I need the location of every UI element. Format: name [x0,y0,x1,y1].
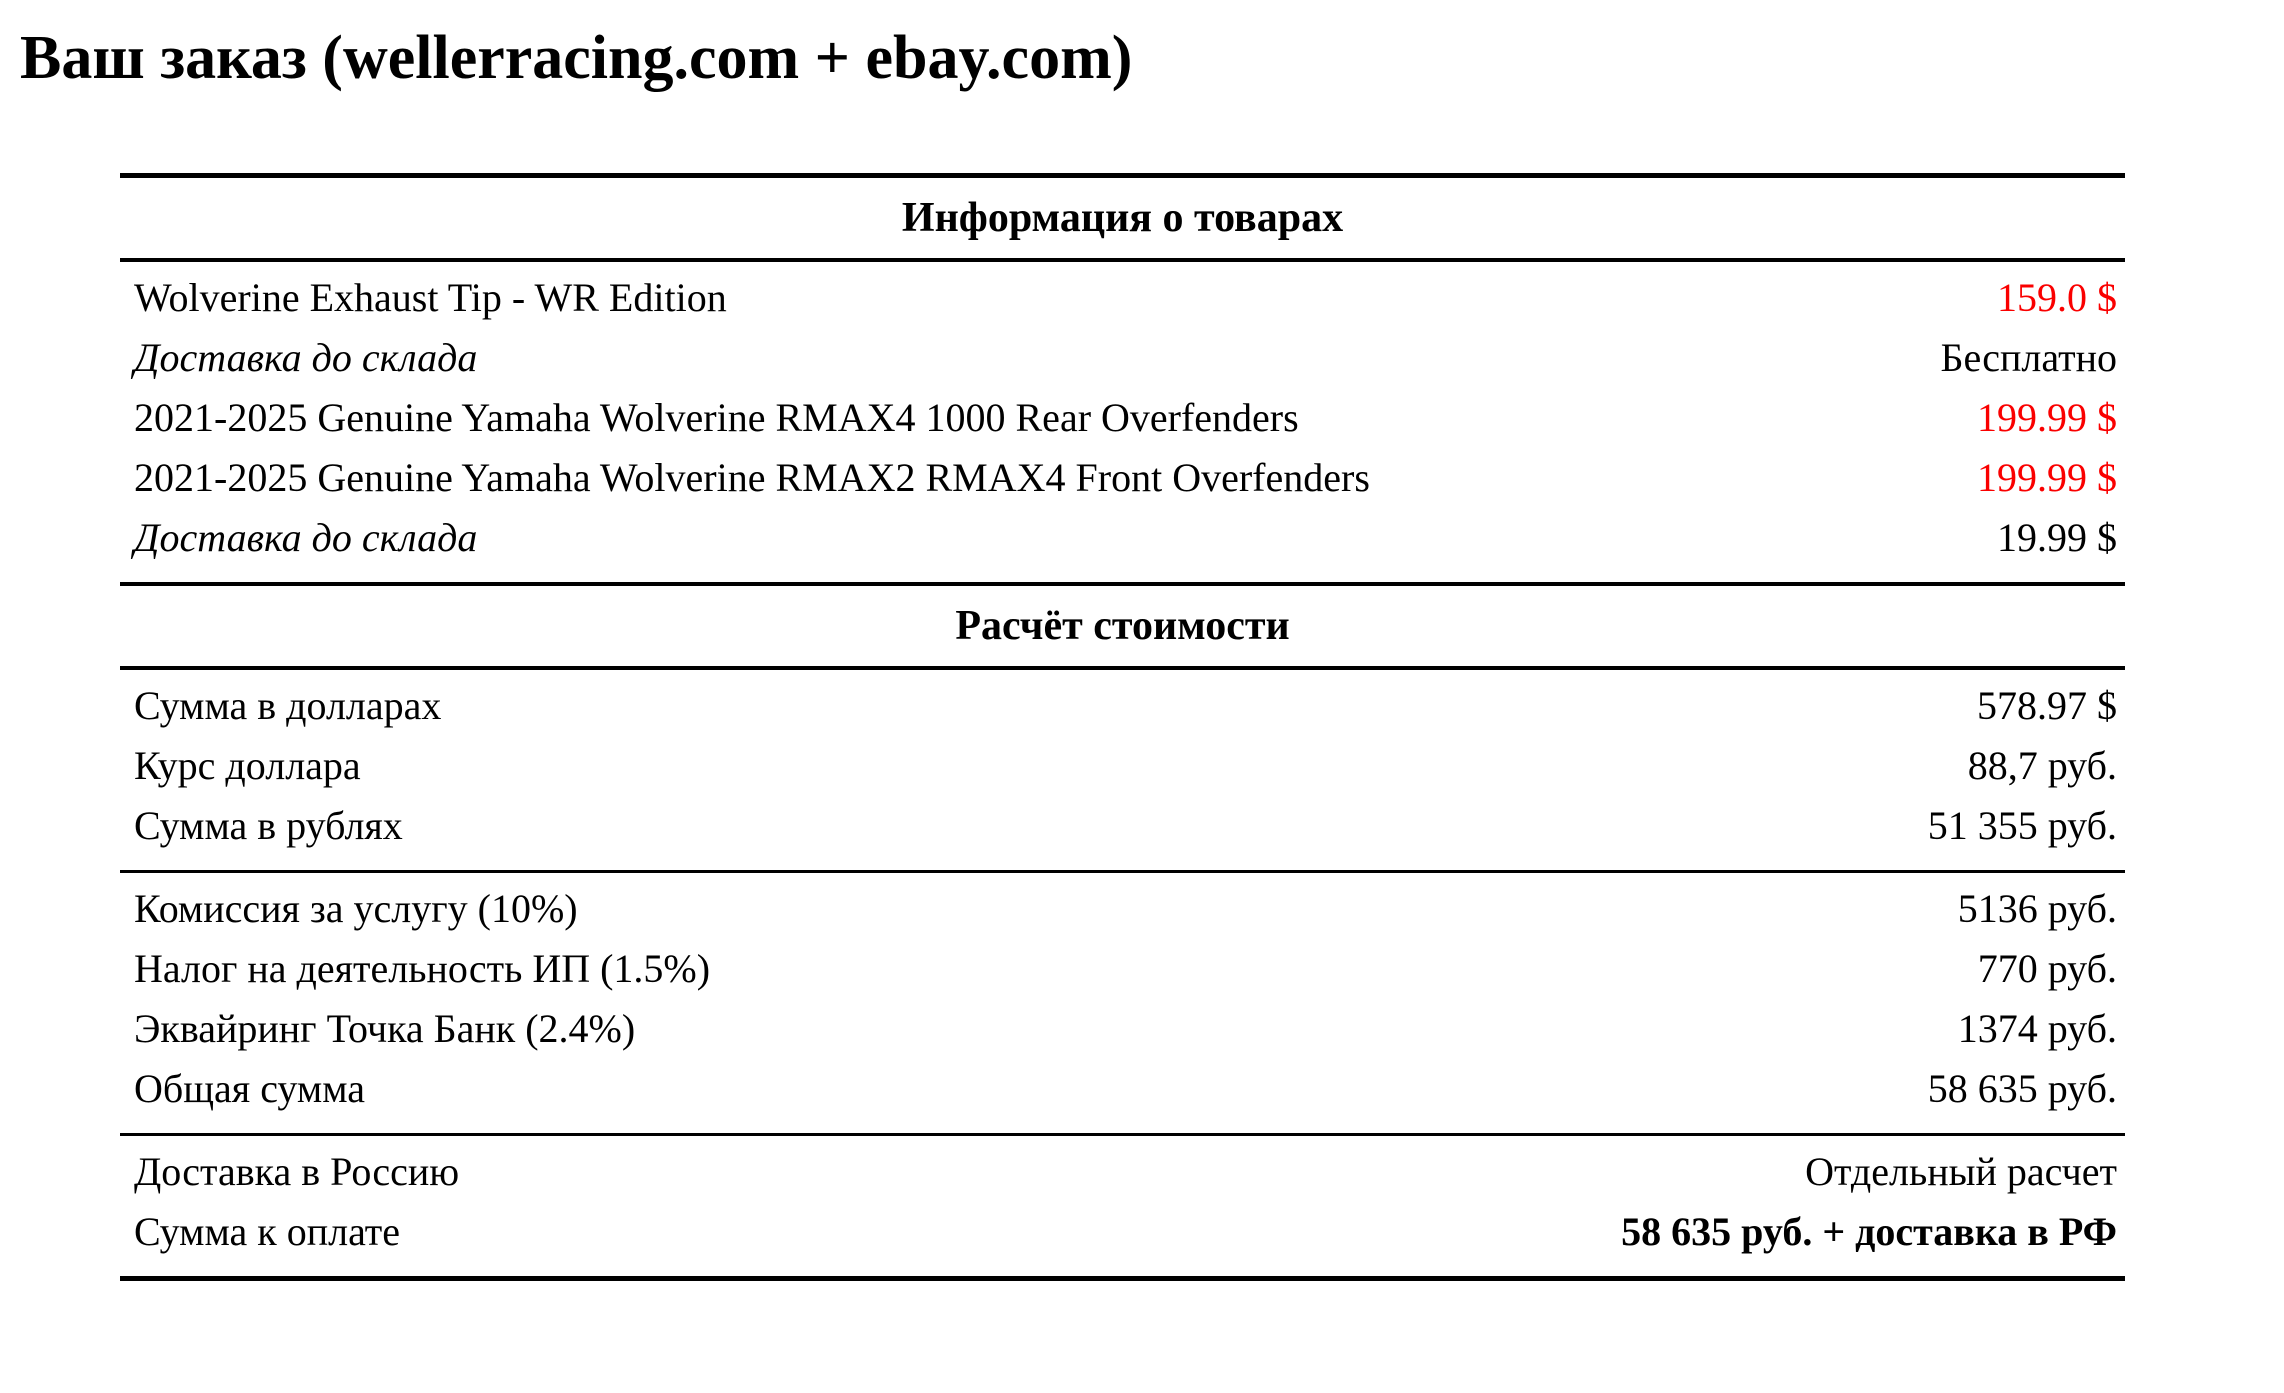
exchange-rate-value: 88,7 руб. [1967,743,2117,788]
page-title: Ваш заказ (wellerracing.com + ebay.com) [20,24,1133,92]
section-header-products: Информация о товарах [120,178,2125,262]
products-group: Wolverine Exhaust Tip - WR Edition 159.0… [120,262,2125,582]
sum-rub-value: 51 355 руб. [1927,803,2117,848]
table-row: Налог на деятельность ИП (1.5%) 770 руб. [120,939,2125,999]
table-row: Эквайринг Точка Банк (2.4%) 1374 руб. [120,999,2125,1059]
order-table: Информация о товарах Wolverine Exhaust T… [120,173,2125,1281]
shipping-to-warehouse-label: Доставка до склада [134,335,478,380]
section-cost-calculation: Расчёт стоимости Сумма в долларах 578.97… [120,582,2125,1276]
payment-group: Доставка в Россию Отдельный расчет Сумма… [120,1133,2125,1276]
sum-rub-label: Сумма в рублях [134,803,403,848]
acquiring-fee-value: 1374 руб. [1957,1006,2117,1051]
table-row: Комиссия за услугу (10%) 5136 руб. [120,879,2125,939]
table-row: Сумма в долларах 578.97 $ [120,676,2125,736]
tax-label: Налог на деятельность ИП (1.5%) [134,946,711,991]
service-fee-value: 5136 руб. [1957,886,2117,931]
totals-usd-group: Сумма в долларах 578.97 $ Курс доллара 8… [120,670,2125,870]
product-name: Wolverine Exhaust Tip - WR Edition [134,275,727,320]
table-row: 2021-2025 Genuine Yamaha Wolverine RMAX2… [120,448,2125,508]
fees-group: Комиссия за услугу (10%) 5136 руб. Налог… [120,870,2125,1133]
table-row: Доставка в Россию Отдельный расчет [120,1142,2125,1202]
product-price: 199.99 $ [1977,395,2117,440]
exchange-rate-label: Курс доллара [134,743,361,788]
product-price: 199.99 $ [1977,455,2117,500]
sum-usd-value: 578.97 $ [1977,683,2117,728]
grand-total-value: 58 635 руб. [1927,1066,2117,1111]
table-row: Общая сумма 58 635 руб. [120,1059,2125,1119]
shipping-to-warehouse-label: Доставка до склада [134,515,478,560]
table-row: Доставка до склада Бесплатно [120,328,2125,388]
table-row: Курс доллара 88,7 руб. [120,736,2125,796]
table-row: 2021-2025 Genuine Yamaha Wolverine RMAX4… [120,388,2125,448]
amount-due-value: 58 635 руб. + доставка в РФ [1621,1209,2117,1254]
shipping-to-russia-value: Отдельный расчет [1805,1149,2117,1194]
section-products: Информация о товарах Wolverine Exhaust T… [120,178,2125,582]
product-name: 2021-2025 Genuine Yamaha Wolverine RMAX4… [134,395,1299,440]
grand-total-label: Общая сумма [134,1066,365,1111]
table-row: Сумма к оплате 58 635 руб. + доставка в … [120,1202,2125,1262]
shipping-to-warehouse-price: Бесплатно [1940,335,2117,380]
acquiring-fee-label: Эквайринг Точка Банк (2.4%) [134,1006,636,1051]
table-row: Wolverine Exhaust Tip - WR Edition 159.0… [120,268,2125,328]
table-row: Доставка до склада 19.99 $ [120,508,2125,568]
tax-value: 770 руб. [1977,946,2117,991]
product-name: 2021-2025 Genuine Yamaha Wolverine RMAX2… [134,455,1370,500]
shipping-to-warehouse-price: 19.99 $ [1997,515,2117,560]
amount-due-label: Сумма к оплате [134,1209,401,1254]
table-row: Сумма в рублях 51 355 руб. [120,796,2125,856]
product-price: 159.0 $ [1997,275,2117,320]
section-header-cost-calculation: Расчёт стоимости [120,586,2125,670]
sum-usd-label: Сумма в долларах [134,683,442,728]
shipping-to-russia-label: Доставка в Россию [134,1149,460,1194]
service-fee-label: Комиссия за услугу (10%) [134,886,578,931]
order-summary-document: Ваш заказ (wellerracing.com + ebay.com) … [0,22,2284,1281]
